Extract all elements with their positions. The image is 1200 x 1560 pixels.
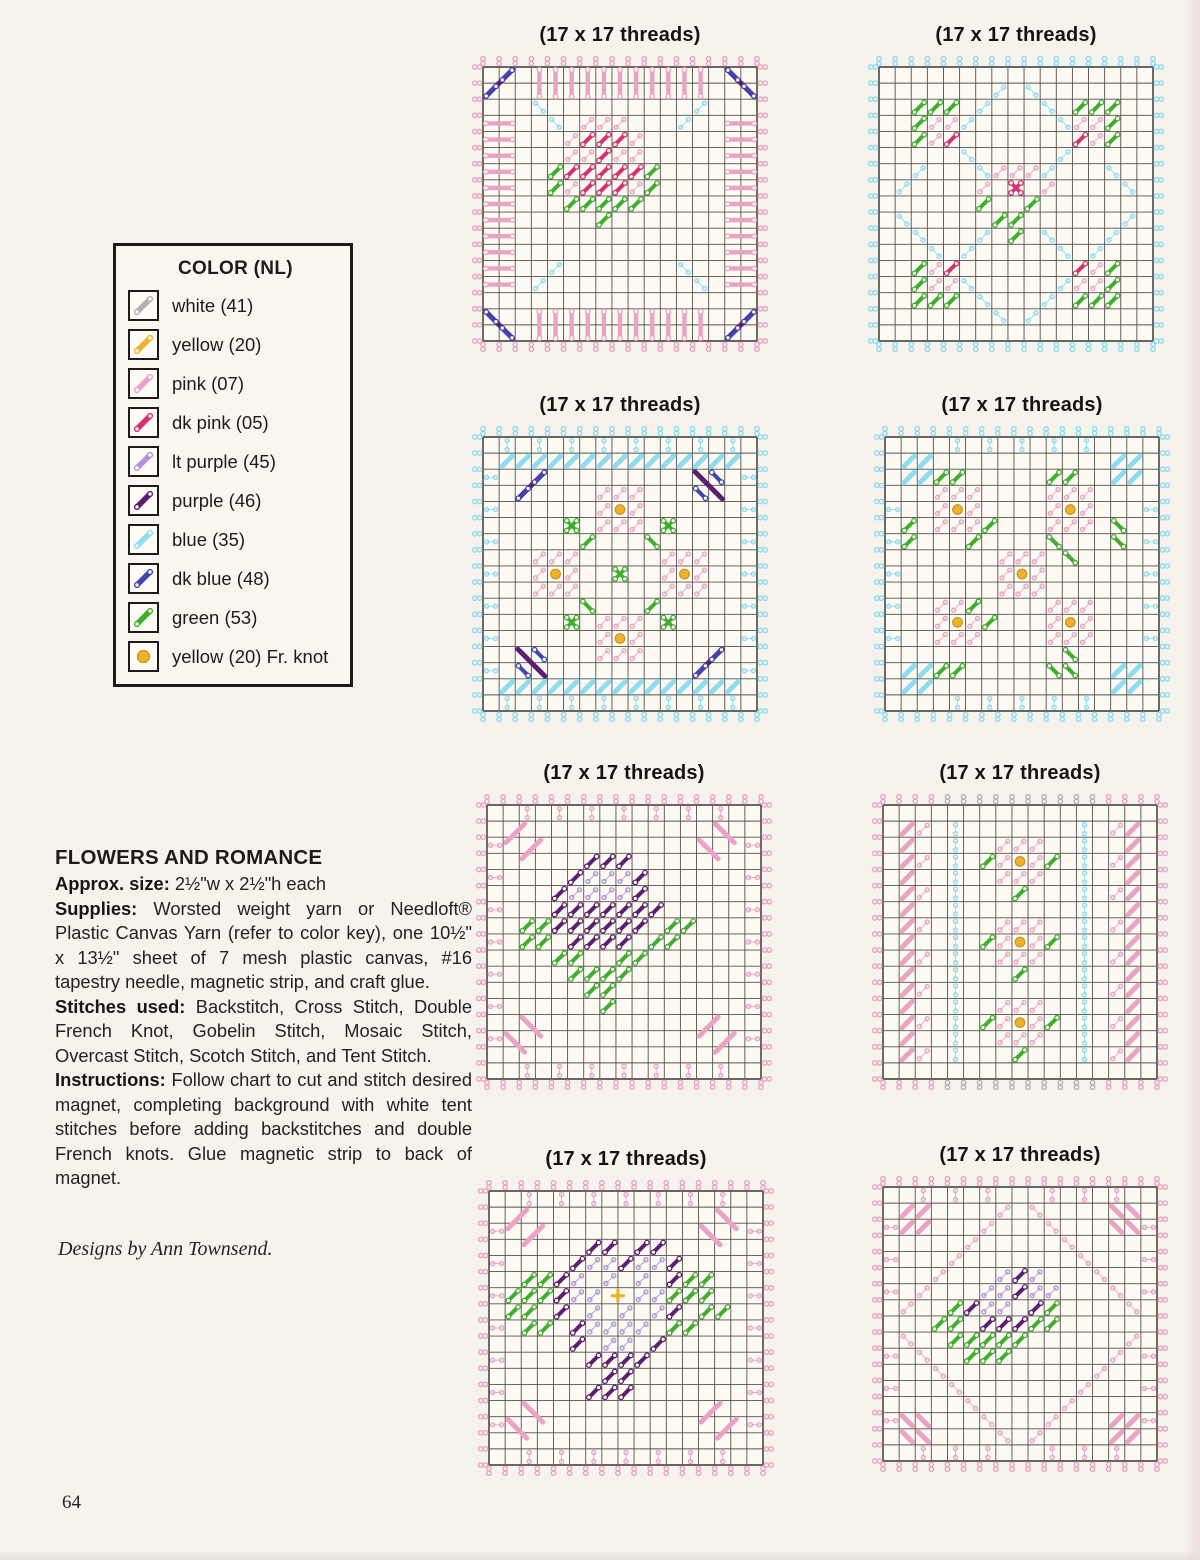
legend-item: dk blue (48) xyxy=(128,563,340,594)
legend-item-label: green (53) xyxy=(172,606,258,628)
stitch-swatch-icon xyxy=(128,485,159,516)
legend-item: pink (07) xyxy=(128,368,340,399)
stitch-chart-7: (17 x 17 threads) xyxy=(468,1148,784,1478)
supplies-paragraph: Supplies: Worsted weight yarn or Needlof… xyxy=(55,897,472,993)
stitch-chart-svg xyxy=(871,793,1169,1091)
color-key-rows: white (41) yellow (20) pink (07) dk pink (0… xyxy=(126,290,340,672)
legend-item: purple (46) xyxy=(128,485,340,516)
chart-label: (17 x 17 threads) xyxy=(543,762,705,784)
legend-item: lt purple (45) xyxy=(128,446,340,477)
stitch-chart-3: (17 x 17 threads) xyxy=(462,394,778,724)
legend-item-label: lt purple (45) xyxy=(172,450,276,472)
legend-item-label: purple (46) xyxy=(172,489,262,511)
stitch-swatch-icon xyxy=(128,368,159,399)
pattern-instructions: FLOWERS AND ROMANCE Approx. size: 2½"w x… xyxy=(55,846,472,1191)
stitch-swatch-icon xyxy=(128,329,159,360)
legend-item-label: blue (35) xyxy=(172,528,246,550)
stitch-chart-6: (17 x 17 threads) xyxy=(862,762,1178,1092)
stitch-chart-4: (17 x 17 threads) xyxy=(864,394,1180,724)
stitches-used-paragraph: Stitches used: Backstitch, Cross Stitch,… xyxy=(55,995,472,1066)
color-key-box: COLOR (NL) white (41) yellow (20) pink (07… xyxy=(113,243,353,687)
chart-label: (17 x 17 threads) xyxy=(939,762,1101,784)
chart-label: (17 x 17 threads) xyxy=(935,24,1097,46)
page-gutter-shadow xyxy=(1182,0,1200,1560)
page-bottom-shadow xyxy=(0,1550,1200,1560)
instructions-paragraph: Instructions: Follow chart to cut and st… xyxy=(55,1069,472,1189)
stitch-chart-5: (17 x 17 threads) xyxy=(466,762,782,1092)
stitch-swatch-icon xyxy=(128,602,159,633)
chart-label: (17 x 17 threads) xyxy=(939,1144,1101,1166)
designer-byline: Designs by Ann Townsend. xyxy=(58,1238,273,1260)
legend-item-label: yellow (20) xyxy=(172,333,262,355)
color-key-title: COLOR (NL) xyxy=(178,258,293,279)
legend-item: blue (35) xyxy=(128,524,340,555)
stitch-chart-2: (17 x 17 threads) xyxy=(858,24,1174,354)
chart-label: (17 x 17 threads) xyxy=(941,394,1103,416)
stitch-chart-svg xyxy=(475,793,773,1091)
stitch-chart-svg xyxy=(873,425,1171,723)
legend-item-label: dk blue (48) xyxy=(172,567,270,589)
stitch-swatch-icon xyxy=(128,446,159,477)
stitch-chart-svg xyxy=(471,425,769,723)
legend-item: green (53) xyxy=(128,602,340,633)
stitch-swatch-icon xyxy=(128,290,159,321)
chart-label: (17 x 17 threads) xyxy=(539,394,701,416)
stitch-chart-1: (17 x 17 threads) xyxy=(462,24,778,354)
french-knot-swatch-icon xyxy=(128,641,159,672)
page-number: 64 xyxy=(62,1492,81,1513)
approx-size-paragraph: Approx. size: 2½"w x 2½"h each xyxy=(55,873,327,894)
chart-label: (17 x 17 threads) xyxy=(539,24,701,46)
stitch-chart-svg xyxy=(471,55,769,353)
legend-item-label: dk pink (05) xyxy=(172,411,269,433)
page-title: FLOWERS AND ROMANCE xyxy=(55,846,323,869)
legend-item: yellow (20) Fr. knot xyxy=(128,641,340,672)
stitch-swatch-icon xyxy=(128,524,159,555)
legend-item: white (41) xyxy=(128,290,340,321)
stitch-chart-svg xyxy=(477,1179,775,1477)
stitch-chart-svg xyxy=(871,1175,1169,1473)
legend-item: dk pink (05) xyxy=(128,407,340,438)
chart-label: (17 x 17 threads) xyxy=(545,1148,707,1170)
stitch-swatch-icon xyxy=(128,407,159,438)
legend-item-label: white (41) xyxy=(172,294,254,316)
legend-item-label: pink (07) xyxy=(172,372,244,394)
legend-item-label: yellow (20) Fr. knot xyxy=(172,645,329,667)
stitch-swatch-icon xyxy=(128,563,159,594)
stitch-chart-8: (17 x 17 threads) xyxy=(862,1144,1178,1474)
stitch-chart-svg xyxy=(867,55,1165,353)
legend-item: yellow (20) xyxy=(128,329,340,360)
